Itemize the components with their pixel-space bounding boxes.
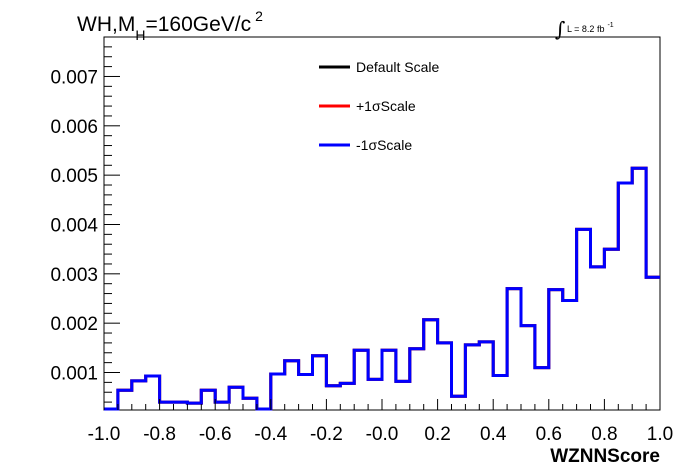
x-tick-label: 0.6 <box>536 424 562 445</box>
y-axis: 0.001 0.002 0.003 0.004 0.005 0.006 0.007 <box>50 36 120 403</box>
chart-title-rest: =160GeV/c <box>145 13 251 36</box>
chart-title-superscript: 2 <box>255 8 263 24</box>
x-tick-label: -0.0 <box>366 424 399 445</box>
y-tick-label: 0.004 <box>50 215 98 236</box>
chart-title-subscript: H <box>135 27 145 43</box>
x-axis-label: WZNNScore <box>550 446 660 467</box>
plot-area: -1.0 -0.8 -0.6 -0.4 -0.2 -0.0 0.2 0.4 0.6 0.8 1.0 … <box>50 36 673 445</box>
x-tick-label: -0.6 <box>199 424 232 445</box>
x-tick-label: 1.0 <box>647 424 673 445</box>
x-tick-label: 0.4 <box>480 424 507 445</box>
chart-title: WH,MH=160GeV/c 2 <box>77 8 263 43</box>
series-layer <box>104 166 660 411</box>
x-tick-label: -1.0 <box>88 424 121 445</box>
lumi-text: L = 8.2 fb <box>567 24 604 34</box>
legend-label: +1σScale <box>356 98 416 114</box>
x-tick-label: 0.8 <box>591 424 617 445</box>
y-tick-label: 0.003 <box>50 265 98 286</box>
y-tick-label: 0.006 <box>50 117 98 138</box>
lumi-integral: ∫ <box>555 17 565 41</box>
x-tick-label: 0.2 <box>424 424 450 445</box>
x-tick-label: -0.8 <box>143 424 176 445</box>
x-tick-label: -0.4 <box>254 424 287 445</box>
x-axis: -1.0 -0.8 -0.6 -0.4 -0.2 -0.0 0.2 0.4 0.6 0.8 1.0 <box>88 399 673 445</box>
lumi-label: L = 8.2 fb -1 <box>567 22 614 34</box>
legend: Default Scale +1σScale -1σScale <box>319 59 439 153</box>
y-tick-label: 0.005 <box>50 166 98 187</box>
legend-label: Default Scale <box>356 59 439 75</box>
x-tick-label: -0.2 <box>310 424 343 445</box>
series-line-2 <box>104 166 660 411</box>
chart-title-main: WH,M <box>77 13 135 36</box>
legend-label: -1σScale <box>356 137 412 153</box>
y-tick-label: 0.001 <box>50 364 98 385</box>
y-tick-label: 0.007 <box>50 67 98 88</box>
lumi-superscript: -1 <box>607 22 613 29</box>
y-tick-label: 0.002 <box>50 314 98 335</box>
